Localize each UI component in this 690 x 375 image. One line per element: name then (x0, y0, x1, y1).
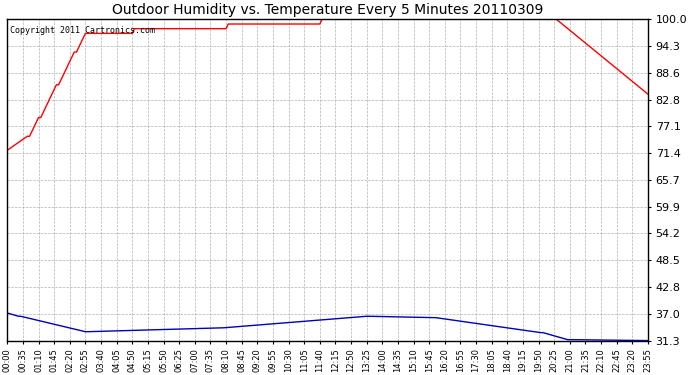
Title: Outdoor Humidity vs. Temperature Every 5 Minutes 20110309: Outdoor Humidity vs. Temperature Every 5… (112, 3, 543, 17)
Text: Copyright 2011 Cartronics.com: Copyright 2011 Cartronics.com (10, 26, 155, 35)
